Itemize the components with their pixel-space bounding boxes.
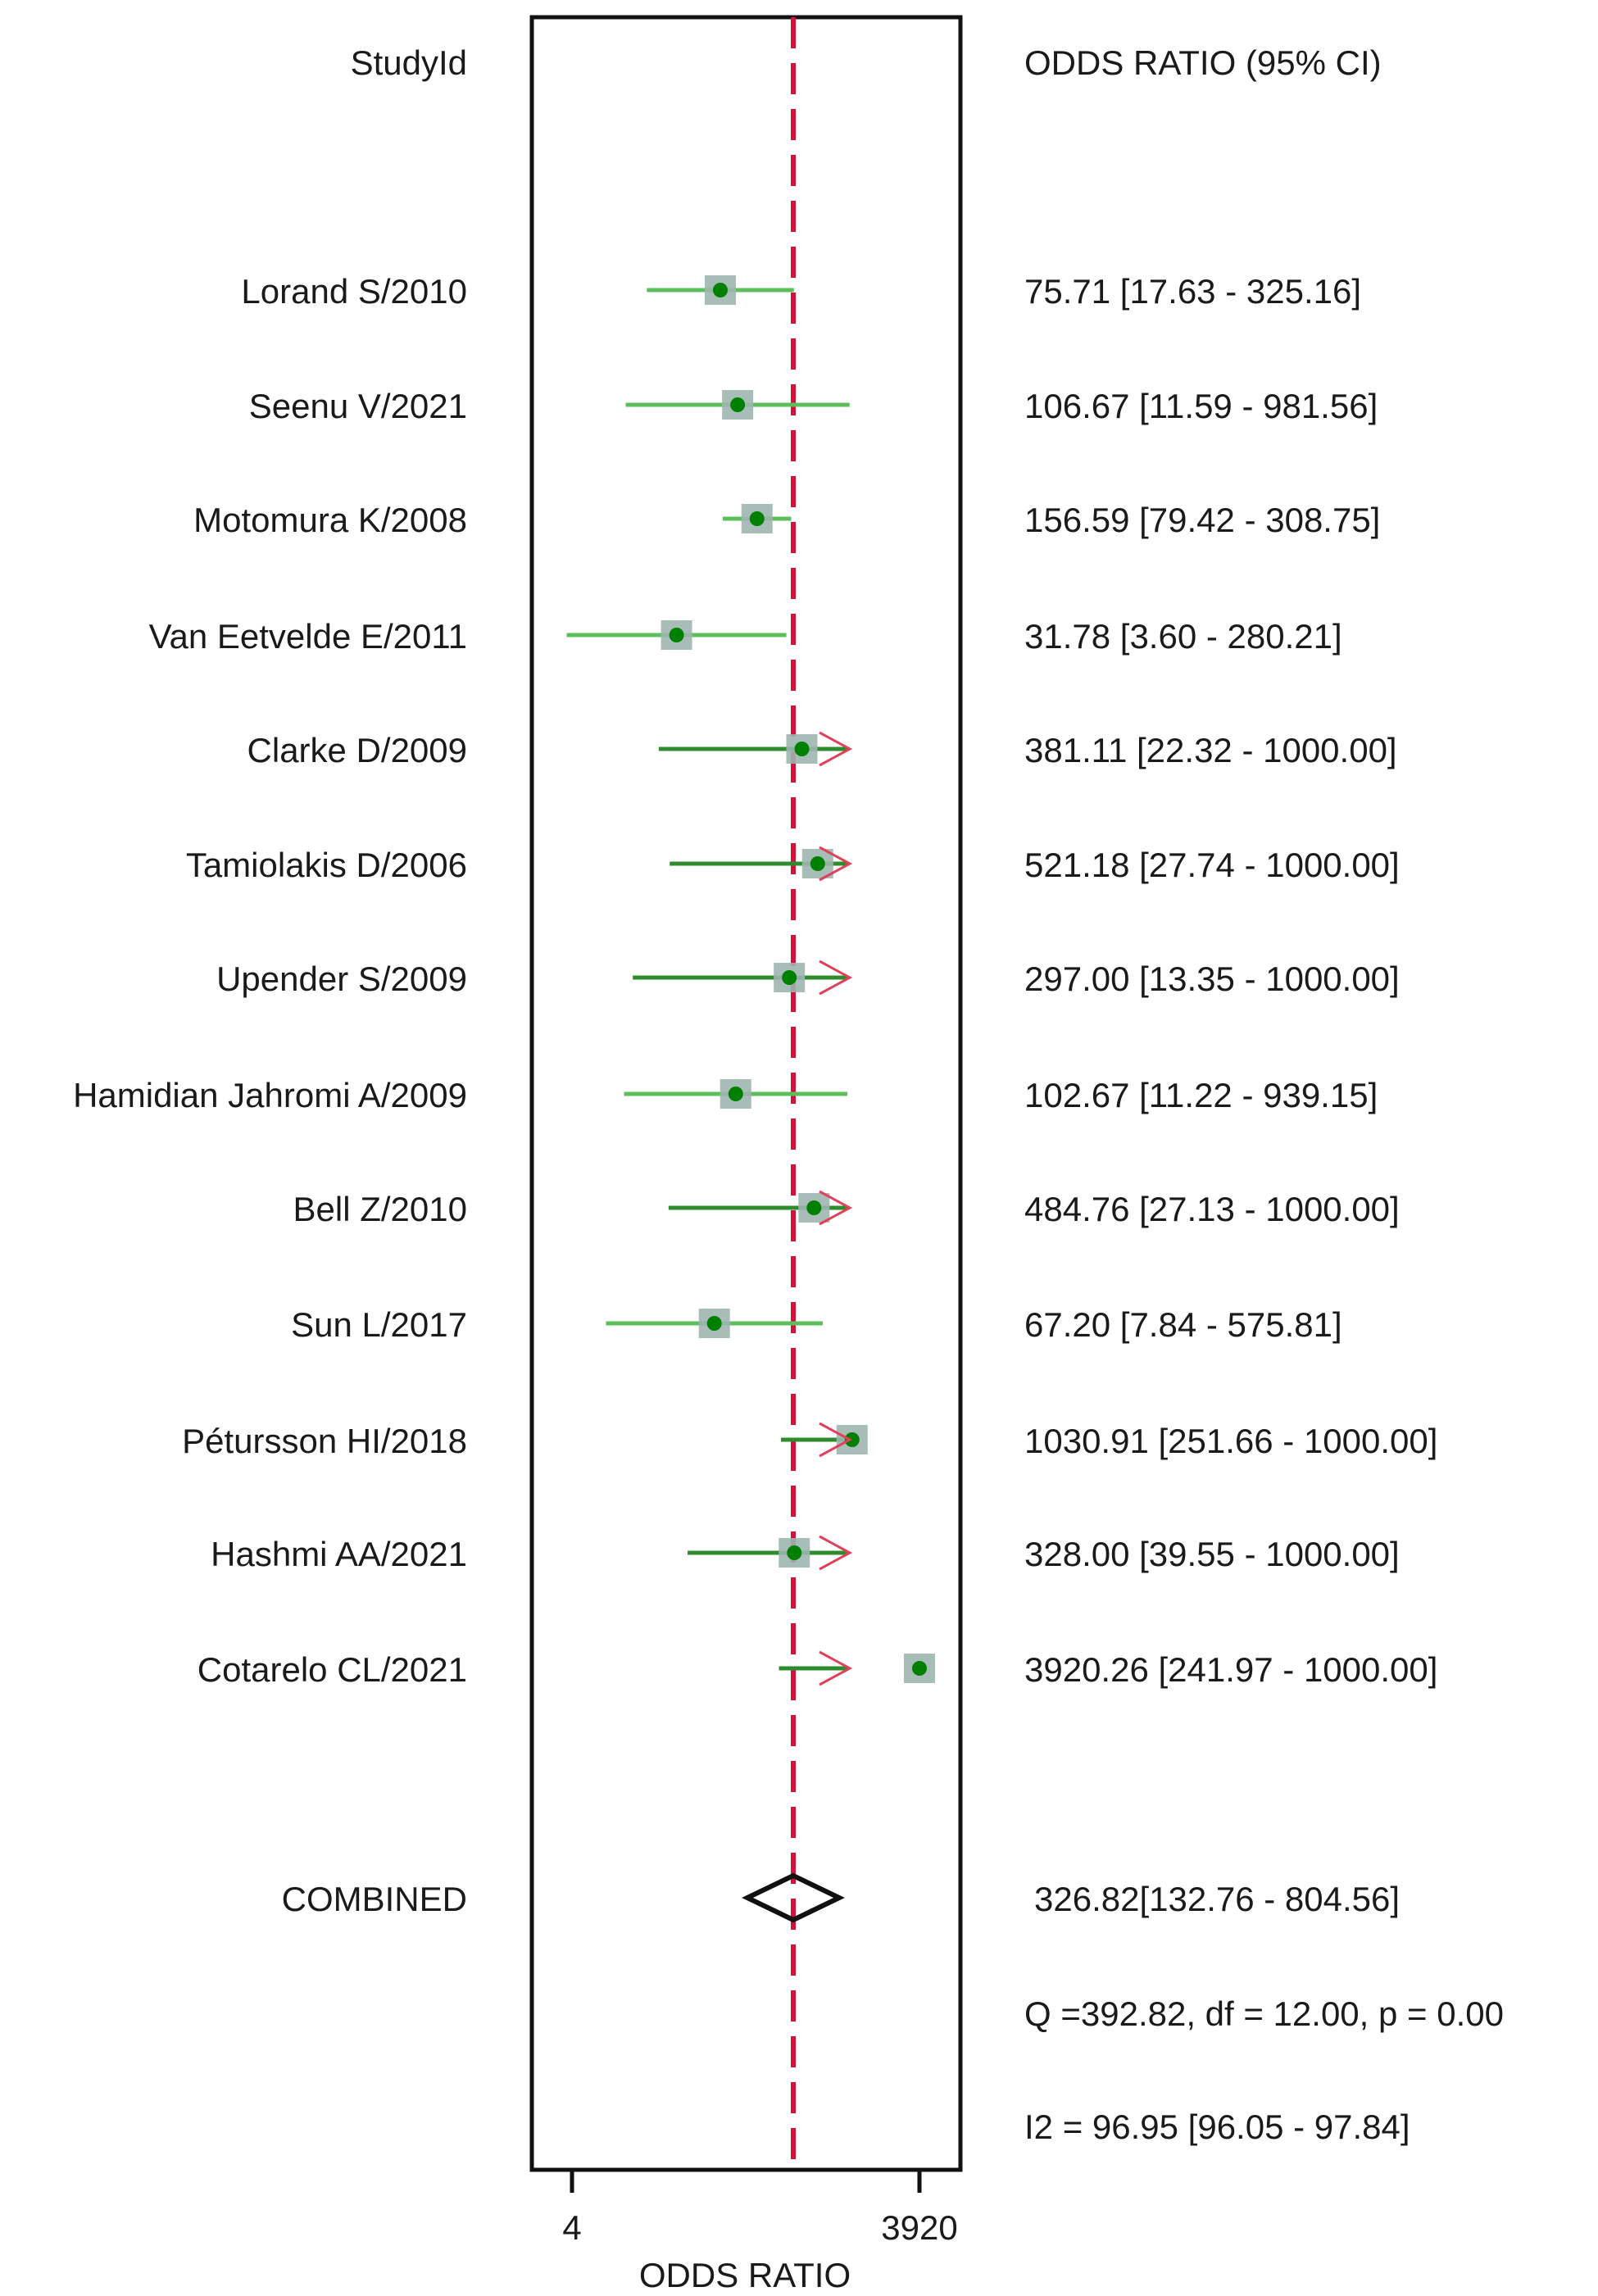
study-marker [780,1422,868,1458]
point-estimate [669,628,684,642]
study-estimate: 31.78 [3.60 - 280.21] [1024,617,1342,656]
study-estimate: 297.00 [13.35 - 1000.00] [1024,960,1400,998]
study-estimate: 75.71 [17.63 - 325.16] [1024,272,1361,311]
study-label: Clarke D/2009 [247,731,467,769]
study-estimate: 106.67 [11.59 - 981.56] [1024,387,1378,425]
arrow-right-icon [819,846,853,882]
arrow-right-icon [819,1650,853,1686]
study-marker [668,1190,853,1226]
study-marker [779,1650,936,1686]
study-label: Tamiolakis D/2006 [185,846,467,884]
point-estimate [730,397,746,412]
study-marker [606,1309,823,1338]
study-estimate: 1030.91 [251.66 - 1000.00] [1024,1422,1438,1460]
study-marker [658,731,853,767]
point-estimate [787,1545,802,1560]
study-label: Motomura K/2008 [193,501,467,539]
study-marker [722,504,792,533]
x-tick-label: 4 [562,2208,582,2247]
study-marker [633,960,853,996]
point-estimate [706,1316,722,1331]
study-marker [566,620,787,650]
study-label: Seenu V/2021 [248,387,467,425]
x-axis-title: ODDS RATIO [638,2256,851,2294]
combined-diamond [742,1872,845,1923]
study-marker [647,275,794,305]
arrow-right-icon [819,731,853,767]
arrow-right-icon [819,1422,853,1458]
study-marker [625,390,850,420]
study-label: Pétursson HI/2018 [182,1422,467,1460]
x-axis [570,2170,922,2193]
heterogeneity-q: Q =392.82, df = 12.00, p = 0.00 [1024,1994,1504,2033]
combined-estimate: 326.82[132.76 - 804.56] [1034,1880,1401,1918]
point-estimate [810,856,825,871]
study-markers [566,275,936,1686]
pooled-diamond [742,1872,845,1923]
column-header-studyid: StudyId [350,43,467,82]
study-estimate: 521.18 [27.74 - 1000.00] [1024,846,1400,884]
study-label: Hamidian Jahromi A/2009 [73,1076,467,1114]
point-estimate [794,742,810,756]
study-label: Hashmi AA/2021 [211,1535,467,1573]
study-marker [670,846,853,882]
study-estimate: 381.11 [22.32 - 1000.00] [1024,731,1397,769]
arrow-right-icon [819,1190,853,1226]
x-tick-label: 3920 [881,2208,958,2247]
study-label: Van Eetvelde E/2011 [148,617,467,656]
point-estimate [806,1200,822,1215]
arrow-right-icon [819,960,853,996]
plot-frame [529,15,963,2172]
point-estimate [728,1087,743,1101]
study-marker [624,1079,848,1109]
study-estimate: 484.76 [27.13 - 1000.00] [1024,1190,1400,1228]
point-estimate [713,283,729,297]
study-label: Upender S/2009 [216,960,467,998]
study-label: Lorand S/2010 [241,272,467,311]
point-estimate [912,1661,928,1676]
study-estimate: 67.20 [7.84 - 575.81] [1024,1305,1342,1344]
study-estimate: 156.59 [79.42 - 308.75] [1024,501,1381,539]
study-label: Sun L/2017 [291,1305,467,1344]
study-label: Cotarelo CL/2021 [197,1650,467,1689]
combined-label: COMBINED [281,1880,467,1918]
column-header-odds-ratio: ODDS RATIO (95% CI) [1024,43,1382,82]
point-estimate [782,970,797,985]
heterogeneity-i2: I2 = 96.95 [96.05 - 97.84] [1024,2108,1410,2146]
study-estimate: 328.00 [39.55 - 1000.00] [1024,1535,1400,1573]
study-estimate: 102.67 [11.22 - 939.15] [1024,1076,1378,1114]
study-estimate: 3920.26 [241.97 - 1000.00] [1024,1650,1438,1689]
study-marker [688,1535,853,1571]
arrow-right-icon [819,1535,853,1571]
study-label: Bell Z/2010 [293,1190,467,1228]
point-estimate [749,511,765,526]
